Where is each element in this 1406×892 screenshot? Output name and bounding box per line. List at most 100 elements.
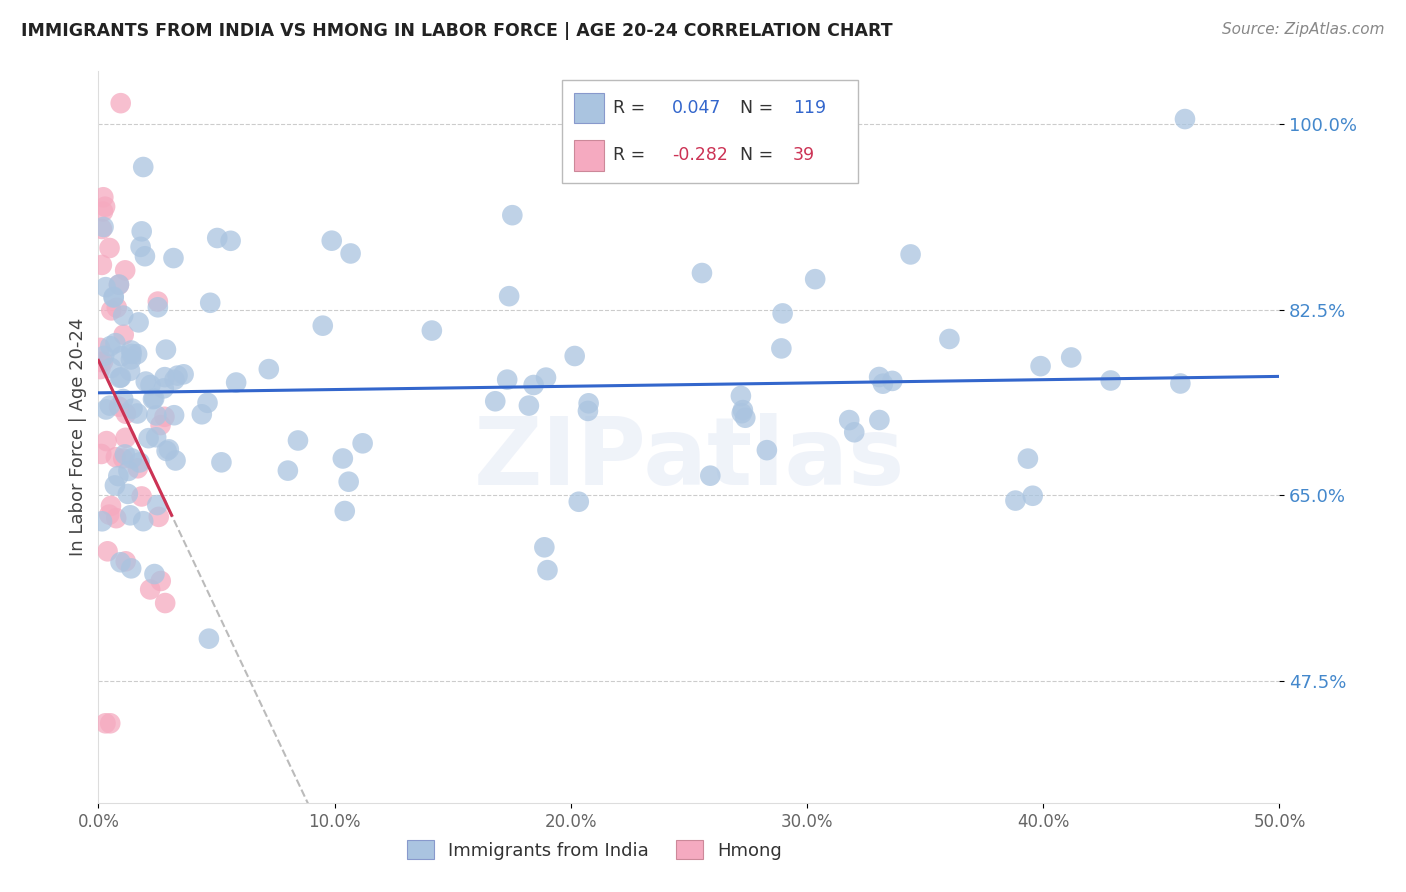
Point [110,555,132,569]
Point [110,96,132,111]
Point [162,251,184,265]
Point [868,413,890,427]
Point [155,343,177,357]
Point [132,514,155,528]
Point [533,541,555,555]
Point [333,504,356,518]
Point [98,716,121,731]
Point [734,410,756,425]
Point [496,373,519,387]
Point [112,392,135,406]
Point [94,280,117,294]
Point [219,234,242,248]
Point [115,407,138,421]
Point [731,406,754,420]
Point [90,355,112,369]
Point [690,266,713,280]
Point [339,246,361,260]
Point [882,374,904,388]
FancyBboxPatch shape [562,80,858,183]
Point [872,376,894,391]
Point [420,324,443,338]
Point [131,224,153,238]
Point [120,343,142,358]
Point [96,434,118,449]
Point [498,289,520,303]
Point [731,403,754,417]
Point [90,258,112,272]
Point [772,306,794,320]
Point [868,370,890,384]
Point [165,453,187,467]
Point [770,342,793,356]
Point [128,315,150,329]
Text: -0.282: -0.282 [672,146,727,164]
Point [112,327,135,342]
Point [114,263,136,277]
Point [108,277,131,292]
Point [257,362,280,376]
Point [91,354,114,368]
Point [153,409,176,424]
Point [135,375,157,389]
Point [146,294,169,309]
Point [900,247,922,261]
Point [91,204,114,219]
Point [1099,374,1122,388]
Point [352,436,374,450]
Point [523,378,546,392]
Point [699,468,721,483]
Point [104,336,127,351]
Point [139,378,162,392]
Point [89,341,111,355]
Point [104,450,127,465]
Point [114,554,136,568]
Text: 0.047: 0.047 [672,99,721,117]
Point [100,361,122,376]
Text: Source: ZipAtlas.com: Source: ZipAtlas.com [1222,22,1385,37]
Point [1174,112,1197,126]
Point [163,373,186,387]
Point [173,368,195,382]
Text: N =: N = [740,99,779,117]
Point [134,249,156,263]
Text: R =: R = [613,146,651,164]
Point [148,509,170,524]
Point [501,208,523,222]
Point [117,487,139,501]
Point [287,434,309,448]
Text: N =: N = [740,146,779,164]
Point [128,455,150,469]
Point [91,190,114,204]
Y-axis label: In Labor Force | Age 20-24: In Labor Force | Age 20-24 [69,318,87,557]
Point [568,494,591,508]
Point [157,442,180,457]
Point [120,352,142,367]
Point [1017,451,1039,466]
Point [110,349,132,363]
Point [105,301,128,315]
Text: IMMIGRANTS FROM INDIA VS HMONG IN LABOR FORCE | AGE 20-24 CORRELATION CHART: IMMIGRANTS FROM INDIA VS HMONG IN LABOR … [21,22,893,40]
Point [108,277,131,292]
Text: 119: 119 [793,99,825,117]
Point [166,368,188,383]
Point [207,231,229,245]
Point [155,444,177,458]
Point [198,632,221,646]
Point [200,295,222,310]
Point [149,574,172,588]
Point [105,511,128,525]
Point [121,401,143,416]
Bar [574,93,603,123]
Point [1170,376,1192,391]
Point [114,447,136,461]
Bar [574,140,603,170]
Point [152,381,174,395]
Point [121,347,143,361]
Point [730,389,752,403]
Point [90,447,112,461]
Point [576,404,599,418]
Point [163,408,186,422]
Point [149,417,172,432]
Point [93,349,115,363]
